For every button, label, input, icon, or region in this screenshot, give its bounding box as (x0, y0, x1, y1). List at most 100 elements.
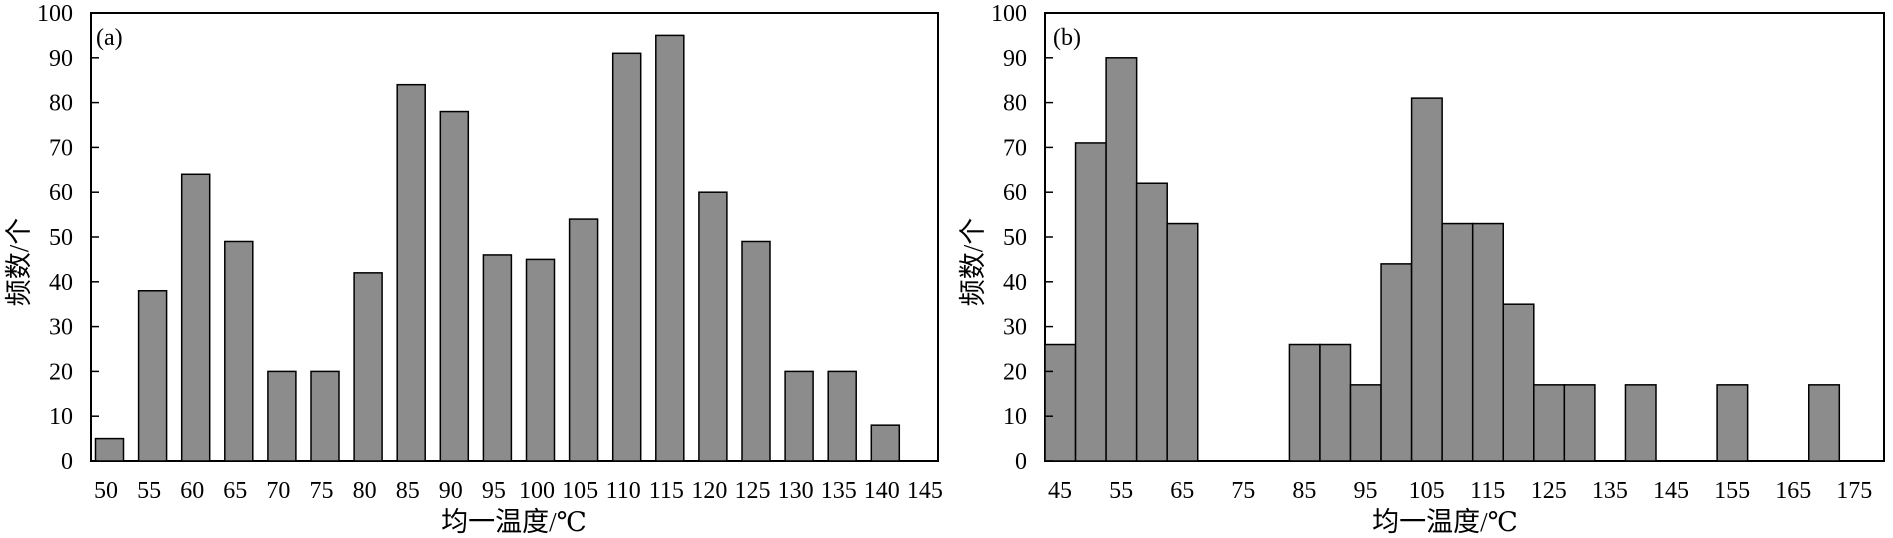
panel-b-x-tick-label: 145 (1653, 478, 1689, 504)
panel-a-x-tick-label: 60 (180, 478, 204, 504)
panel-b-y-tick-label: 0 (1015, 449, 1027, 475)
panel-b-y-tick-label: 80 (1003, 91, 1027, 117)
panel-a-label: (a) (96, 25, 123, 51)
panel-a-bar (94, 437, 125, 462)
panel-a-x-tick-label: 80 (353, 478, 377, 504)
panel-a-x-tick-label: 135 (821, 478, 857, 504)
panel-a-x-axis-label: 均一温度/℃ (441, 507, 587, 537)
panel-b-bar (1563, 384, 1596, 462)
panel-a-bars (94, 34, 901, 462)
panel-b-y-ticks: 0 10 20 30 40 50 60 70 80 90 100 (991, 1, 1053, 475)
panel-b-y-axis-label: 频数/个 (958, 218, 988, 307)
panel-a-bar (396, 83, 426, 462)
panel-b-x-tick-label: 105 (1409, 478, 1445, 504)
panel-b-x-tick-label: 75 (1231, 478, 1255, 504)
panel-b-x-tick-label: 135 (1592, 478, 1628, 504)
panel-b-x-tick-label: 95 (1354, 478, 1378, 504)
panel-a-x-ticks: 50 55 60 65 70 75 80 85 90 95 100 105 110 115 120 125 13… (94, 478, 943, 504)
panel-b-bar (1074, 142, 1107, 462)
panel-b-x-tick-label: 175 (1836, 478, 1872, 504)
panel-a-x-tick-label: 105 (562, 478, 598, 504)
panel-b-x-axis-label: 均一温度/℃ (1372, 507, 1518, 537)
panel-b-y-tick-label: 50 (1003, 225, 1027, 251)
panel-b-y-tick-label: 70 (1003, 135, 1027, 161)
panel-a-y-tick-label: 50 (49, 225, 73, 251)
panel-b-bar (1166, 222, 1199, 462)
panel-a-y-tick-label: 80 (49, 91, 73, 117)
panel-b-x-tick-label: 115 (1470, 478, 1505, 504)
panel-b-y-tick-label: 10 (1003, 404, 1027, 430)
panel-b-bar (1410, 97, 1443, 462)
panel-a-y-axis-label: 频数/个 (4, 218, 34, 307)
panel-a-x-tick-label: 90 (439, 478, 463, 504)
panel-b-x-tick-label: 85 (1292, 478, 1316, 504)
panel-a-x-tick-label: 110 (606, 478, 641, 504)
panel-b-bar (1716, 384, 1749, 462)
panel-b-y-tick-label: 40 (1003, 270, 1027, 296)
panel-b-x-tick-label: 125 (1531, 478, 1567, 504)
panel-a-y-ticks: 0 10 20 30 40 50 60 70 80 90 100 (37, 1, 99, 475)
panel-b-bar (1471, 222, 1504, 462)
panel-b-bar (1380, 263, 1413, 462)
panel-a-bar (267, 370, 297, 462)
panel-b-y-tick-label: 100 (991, 1, 1027, 27)
panel-b-label: (b) (1053, 25, 1081, 51)
panel-a-y-tick-label: 0 (61, 449, 73, 475)
panel-a-y-tick-label: 10 (49, 404, 73, 430)
panel-b-bar (1349, 384, 1382, 462)
panel-a-y-tick-label: 70 (49, 135, 73, 161)
panel-b-bar (1808, 384, 1841, 462)
panel-a-bar (568, 218, 599, 462)
panel-a-bar (611, 52, 642, 462)
panel-b-x-tick-label: 45 (1048, 478, 1072, 504)
panel-b-y-tick-label: 20 (1003, 359, 1027, 385)
panel-a-y-tick-label: 60 (49, 180, 73, 206)
panel-b-bar (1319, 343, 1352, 462)
panel-a-bar (525, 258, 556, 462)
panel-a-x-tick-label: 140 (864, 478, 900, 504)
panel-a-bar (310, 370, 340, 462)
panel-b-bar (1441, 222, 1474, 462)
panel-a-bar (353, 272, 383, 462)
panel-a-x-tick-label: 85 (396, 478, 420, 504)
panel-a-bar (482, 254, 513, 462)
panel-b-bar (1624, 384, 1657, 462)
panel-b-bar (1502, 303, 1535, 462)
panel-b-bars (1044, 57, 1841, 462)
panel-b-bar (1288, 343, 1321, 462)
panel-a-x-tick-label: 145 (907, 478, 943, 504)
panel-b-y-tick-label: 30 (1003, 315, 1027, 341)
panel-a-bar (439, 110, 470, 462)
panel-a-bar (784, 370, 814, 462)
panel-b-y-tick-label: 90 (1003, 46, 1027, 72)
panel-a-y-tick-label: 30 (49, 315, 73, 341)
panel-b-x-ticks: 45 55 65 75 85 95 105 115 125 135 145 155 165 175 (1048, 478, 1872, 504)
panel-a-bar (180, 173, 211, 462)
panel-b-y-tick-label: 60 (1003, 180, 1027, 206)
panel-a-x-tick-label: 50 (94, 478, 118, 504)
panel-a-x-tick-label: 125 (735, 478, 771, 504)
panel-a-x-tick-label: 100 (519, 478, 555, 504)
panel-a-x-tick-label: 70 (266, 478, 290, 504)
panel-a-bar (698, 191, 728, 462)
panel-a-bar (870, 424, 901, 462)
panel-b-bar (1135, 182, 1168, 462)
panel-b-bar (1533, 384, 1566, 462)
panel-b-x-tick-label: 165 (1775, 478, 1811, 504)
panel-a-x-tick-label: 65 (223, 478, 247, 504)
panel-a-x-tick-label: 95 (482, 478, 506, 504)
panel-a-x-tick-label: 120 (691, 478, 727, 504)
panel-a: 0 10 20 30 40 50 60 70 80 90 100 50 55 60 65 70 75 80 85 9… (4, 1, 943, 537)
panel-a-bar (224, 240, 254, 462)
panel-a-bar (741, 240, 771, 462)
panel-a-x-tick-label: 75 (310, 478, 334, 504)
panel-a-bar (827, 370, 857, 462)
panel-a-x-tick-label: 55 (137, 478, 161, 504)
panel-a-x-tick-label: 115 (649, 478, 684, 504)
panel-b-x-tick-label: 155 (1714, 478, 1750, 504)
panel-a-y-tick-label: 40 (49, 270, 73, 296)
panel-a-y-tick-label: 100 (37, 1, 73, 27)
panel-b-x-tick-label: 55 (1109, 478, 1133, 504)
panel-b-bar (1105, 57, 1138, 462)
